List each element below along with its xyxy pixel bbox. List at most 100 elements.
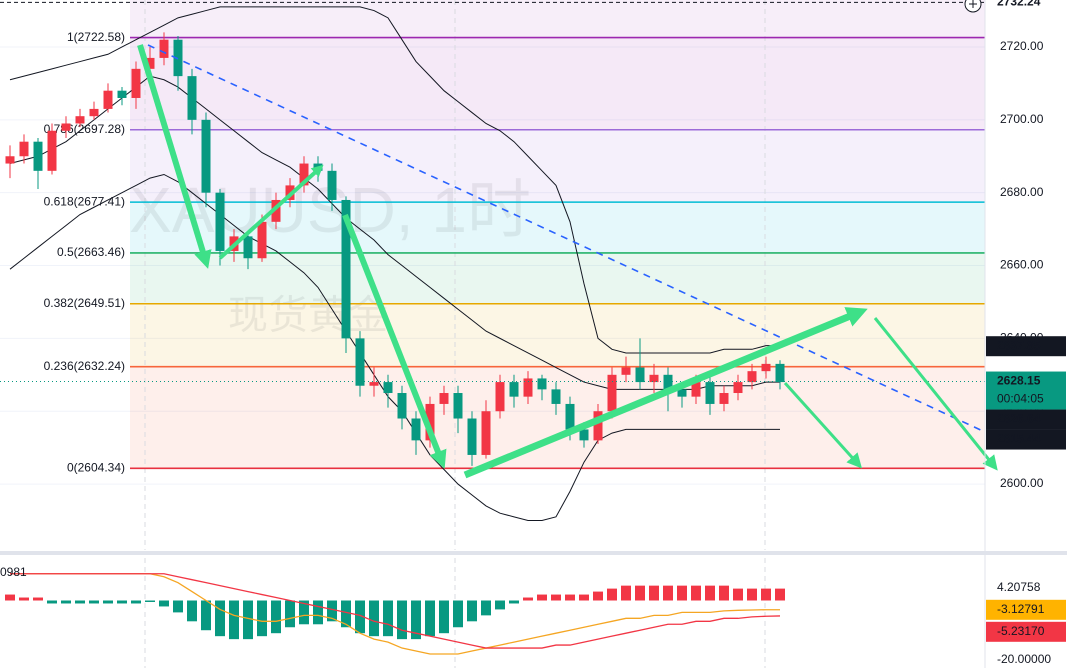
macd-histogram-bar [117, 600, 127, 604]
candle-body [243, 236, 253, 259]
macd-histogram-bar [313, 600, 323, 625]
macd-histogram-bar [187, 600, 197, 622]
macd-histogram-bar [47, 600, 57, 604]
macd-histogram-bar [467, 600, 477, 622]
candle-body [537, 378, 547, 390]
candle-body [635, 367, 645, 383]
candle-body [19, 141, 29, 157]
price-badge [986, 429, 1066, 450]
fib-label: 1(2722.58) [67, 30, 125, 44]
macd-histogram-bar [341, 600, 351, 628]
candle-body [579, 429, 589, 441]
candle-body [145, 57, 155, 69]
countdown: 00:04:05 [997, 392, 1044, 406]
price-badge [986, 371, 1066, 410]
candle-body [439, 393, 449, 404]
macd-histogram-bar [677, 585, 687, 601]
candle-body [453, 393, 463, 419]
macd-histogram-bar [607, 588, 617, 601]
candle-body [299, 163, 309, 186]
macd-histogram-bar [103, 600, 113, 604]
candle-body [271, 199, 281, 222]
y-tick-label: 2700.00 [1000, 112, 1044, 126]
band-lower [9, 173, 780, 521]
macd-badge-label: -5.23170 [997, 624, 1045, 638]
candle-body [61, 123, 71, 131]
macd-histogram-bar [509, 600, 519, 604]
fib-label: 0.236(2632.24) [44, 359, 125, 373]
candle-body [593, 411, 603, 441]
macd-histogram-bar [243, 600, 253, 640]
candle-body [397, 393, 407, 419]
macd-histogram-bar [649, 585, 659, 601]
macd-histogram-bar [663, 585, 673, 601]
macd-histogram-bar [215, 600, 225, 637]
price-badge [986, 336, 1066, 357]
watermark-name: 现货黄金 [228, 294, 388, 338]
candle-body [747, 371, 757, 383]
macd-histogram-bar [761, 588, 771, 601]
candle-body [131, 68, 141, 98]
candle-body [5, 156, 15, 164]
macd-histogram-bar [621, 585, 631, 601]
candle-body [33, 141, 43, 171]
arrow [137, 44, 212, 269]
fib-zone [130, 366, 985, 469]
macd-histogram-bar [453, 600, 463, 628]
fib-label: 0.5(2663.46) [57, 245, 125, 259]
candle-body [257, 221, 267, 259]
candle-body [607, 374, 617, 412]
price-badge-label: 2637.85 [997, 338, 1041, 352]
candle-body [201, 119, 211, 193]
arrow [342, 213, 447, 469]
macd-histogram-bar [733, 588, 743, 601]
candle-body [719, 393, 729, 404]
y-tick-label: 2660.00 [1000, 258, 1044, 272]
macd-histogram-bar [299, 600, 309, 625]
candle-body [677, 389, 687, 397]
price-badge-label: 2626.64 [997, 412, 1041, 426]
macd-histogram-bar [145, 600, 155, 602]
macd-histogram-bar [229, 600, 239, 640]
macd-histogram-bar [775, 588, 785, 601]
macd-tick-label: 4.20758 [997, 580, 1041, 594]
macd-histogram-bar [481, 600, 491, 616]
candle-body [173, 39, 183, 77]
macd-histogram-bar [691, 585, 701, 601]
trend-line [147, 44, 986, 433]
price-badge-label: 2615.44 [997, 432, 1041, 446]
macd-histogram-bar [593, 591, 603, 601]
macd-histogram-bar [19, 597, 29, 601]
candle-body [523, 378, 533, 397]
candle-body [103, 90, 113, 109]
macd-histogram-bar [635, 585, 645, 601]
macd-histogram-bar [537, 594, 547, 601]
arrow [218, 164, 324, 260]
macd-badge [986, 621, 1066, 642]
arrow [463, 307, 868, 479]
macd-histogram-bar [285, 600, 295, 628]
macd-histogram-bar [33, 597, 43, 601]
macd-histogram-bar [173, 600, 183, 613]
macd-histogram-bar [61, 600, 71, 604]
plot-layer: 1(2722.58)0.786(2697.28)0.618(2677.41)0.… [0, 1, 985, 655]
y-tick-label: 2720.00 [1000, 39, 1044, 53]
macd-histogram-bar [257, 600, 267, 637]
candle-body [425, 403, 435, 441]
price-badge-label: 2732.24 [997, 0, 1041, 9]
fib-label: 0(2604.34) [67, 460, 125, 474]
candle-body [411, 418, 421, 441]
candle-body [383, 382, 393, 394]
candle-body [369, 382, 379, 386]
candle-body [649, 374, 659, 383]
macd-histogram-bar [271, 600, 281, 634]
macd-histogram-bar [355, 600, 365, 634]
macd-histogram-bar [75, 600, 85, 604]
candle-body [187, 76, 197, 120]
background-layer [0, 0, 985, 485]
y-tick-label: 2680.00 [1000, 185, 1044, 199]
candle-body [341, 199, 351, 339]
band-upper [9, 6, 780, 354]
macd-histogram-bar [411, 600, 421, 640]
signal-line [10, 573, 781, 649]
